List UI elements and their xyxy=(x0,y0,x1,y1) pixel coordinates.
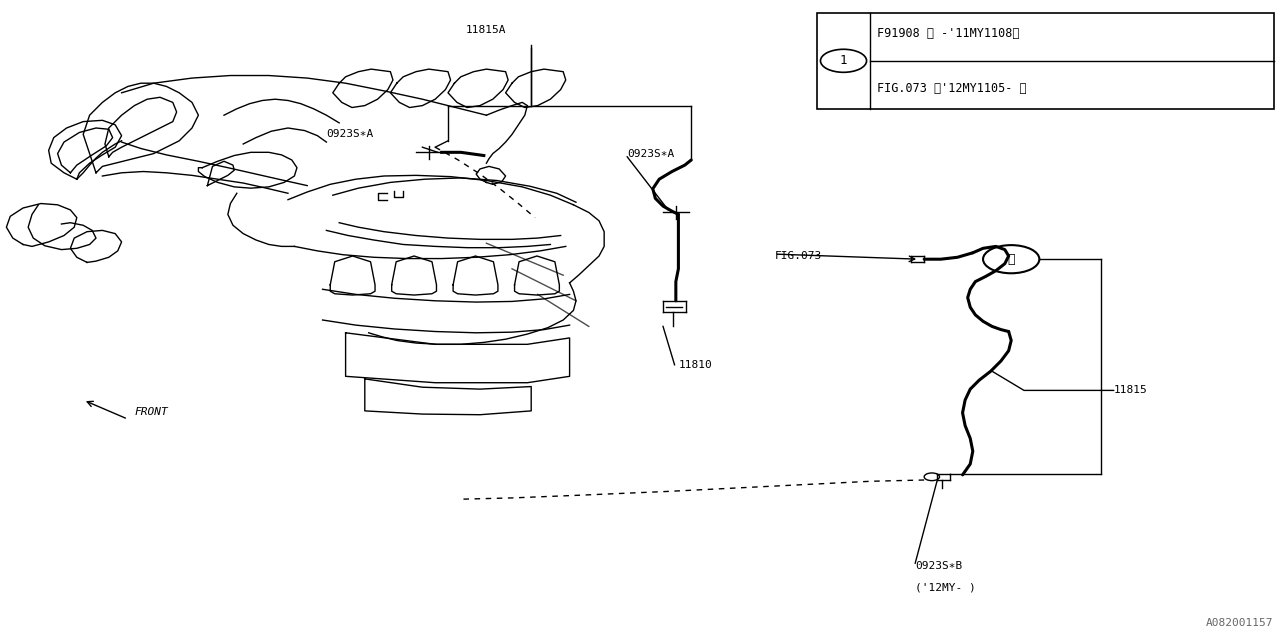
Text: FIG.073 ＜'12MY1105- ＞: FIG.073 ＜'12MY1105- ＞ xyxy=(877,82,1027,95)
Text: 11815A: 11815A xyxy=(466,25,507,35)
Text: A082001157: A082001157 xyxy=(1206,618,1274,628)
Text: 1: 1 xyxy=(840,54,847,67)
Circle shape xyxy=(983,245,1039,273)
Text: 0923S∗A: 0923S∗A xyxy=(627,148,675,159)
Bar xyxy=(817,13,1274,109)
Text: F91908 ＜ -'11MY1108＞: F91908 ＜ -'11MY1108＞ xyxy=(877,27,1019,40)
Text: ①: ① xyxy=(1007,253,1015,266)
Text: FIG.073: FIG.073 xyxy=(774,251,822,261)
Text: 0923S∗B: 0923S∗B xyxy=(915,561,963,572)
Text: 11810: 11810 xyxy=(678,360,712,370)
Circle shape xyxy=(820,49,867,72)
Text: FRONT: FRONT xyxy=(134,407,168,417)
Text: 0923S∗A: 0923S∗A xyxy=(326,129,374,140)
Text: ('12MY- ): ('12MY- ) xyxy=(915,582,975,593)
Text: 11815: 11815 xyxy=(1114,385,1147,396)
